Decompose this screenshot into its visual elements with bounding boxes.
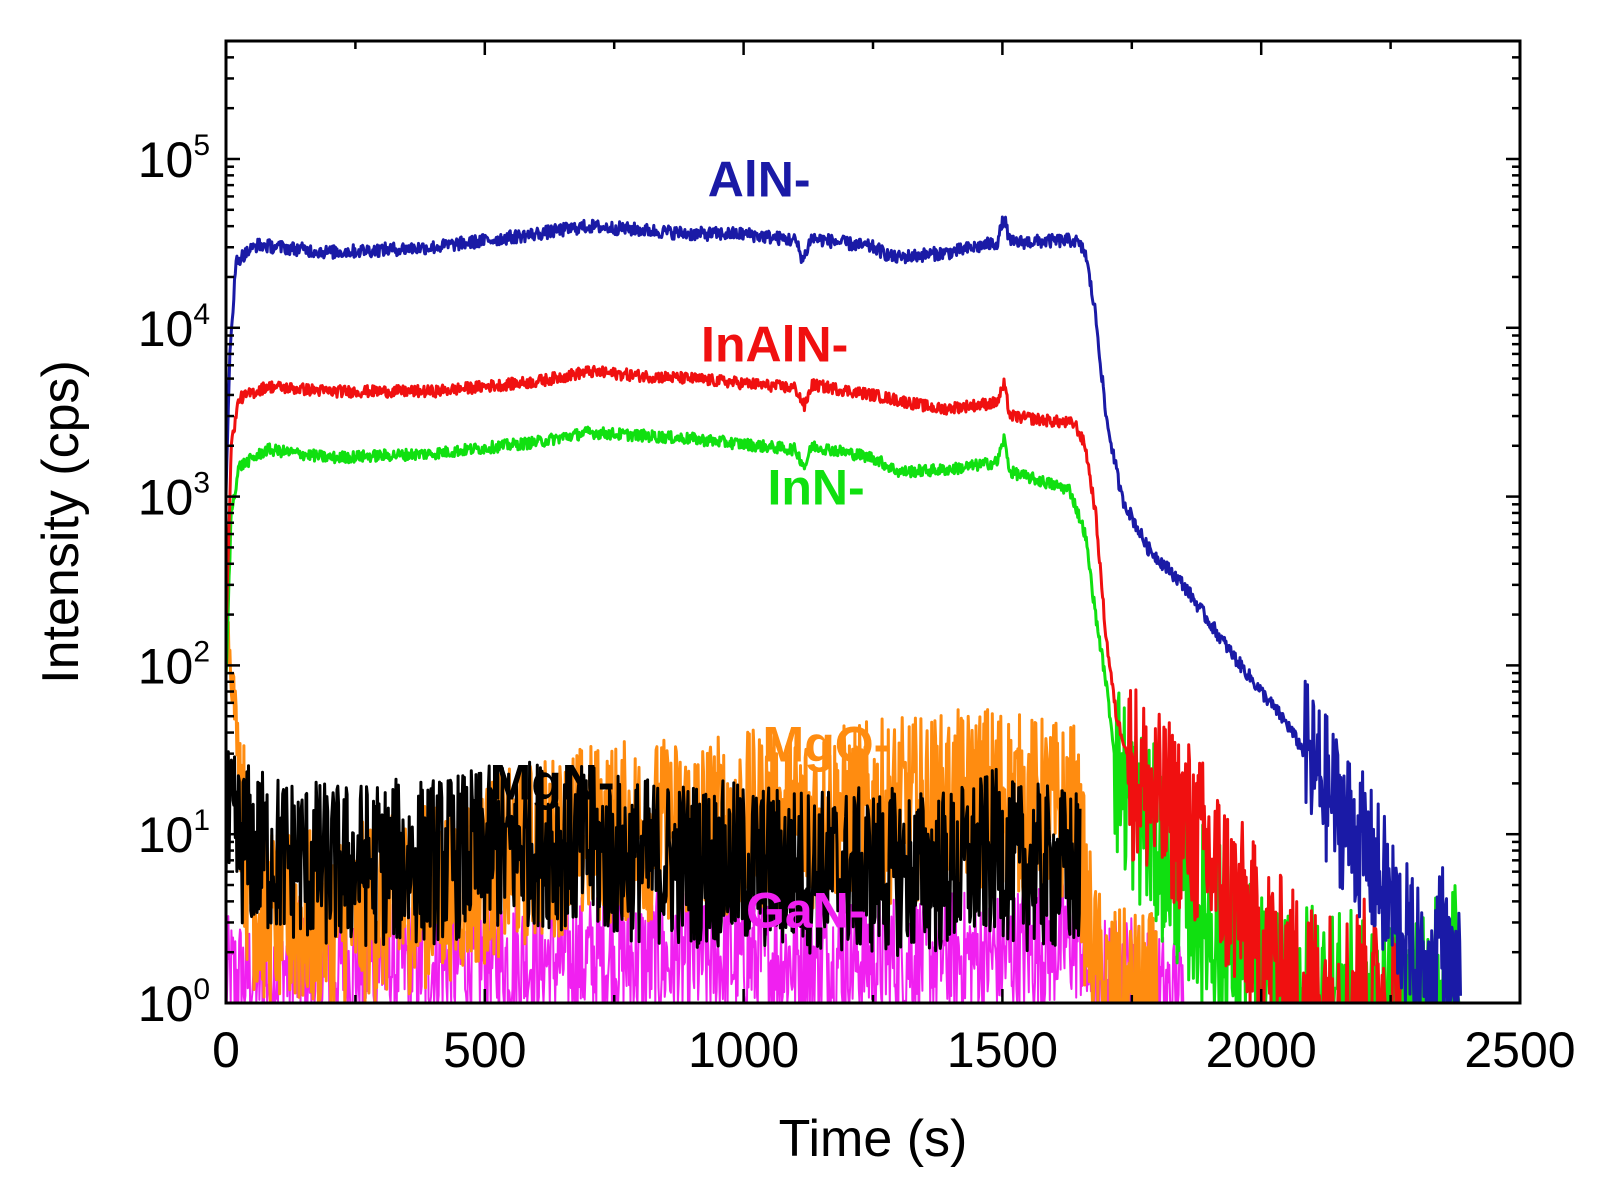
y-tick-label: 101: [138, 804, 210, 863]
series-label-aln: AlN-: [708, 151, 811, 207]
y-tick-label: 100: [138, 973, 210, 1032]
x-tick-label: 1500: [947, 1022, 1058, 1078]
x-axis: 0 500 1000 1500 2000 2500: [212, 41, 1576, 1078]
y-axis: 100 101 102 103 104 105: [138, 39, 1520, 1032]
x-tick-label: 0: [212, 1022, 240, 1078]
series-line-inaln: [226, 364, 1403, 1003]
series-label-inaln: InAlN-: [701, 317, 848, 373]
y-tick-label: 104: [138, 298, 210, 357]
x-tick-label: 1000: [688, 1022, 799, 1078]
x-tick-label: 2500: [1464, 1022, 1575, 1078]
series-label-mgn: MgN-: [490, 755, 615, 811]
x-axis-title: Time (s): [779, 1110, 968, 1168]
x-tick-label: 2000: [1206, 1022, 1317, 1078]
series-labels: AlN- InAlN- InN- MgO- MgN- GaN-: [490, 151, 891, 938]
y-tick-label: 103: [138, 467, 210, 526]
y-tick-label: 105: [138, 129, 210, 188]
series-label-mgo: MgO-: [763, 716, 891, 772]
series-label-gan: GaN-: [746, 883, 865, 939]
series-layer: [226, 215, 1462, 1003]
series-line-aln: [226, 215, 1462, 1003]
series-label-inn: InN-: [767, 459, 864, 515]
series-line-mgn: [226, 750, 1082, 957]
y-axis-title: Intensity (cps): [32, 360, 90, 684]
x-tick-label: 500: [443, 1022, 526, 1078]
y-tick-label: 102: [138, 635, 210, 694]
